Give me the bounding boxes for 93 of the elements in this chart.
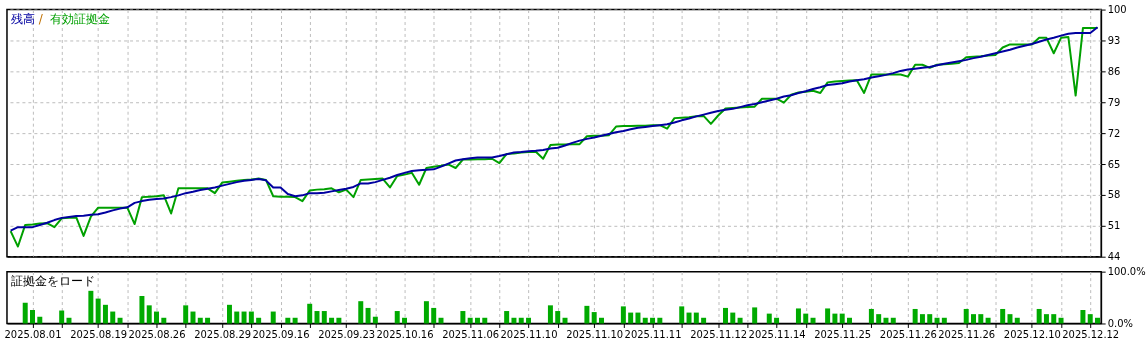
- y-tick-label: 44: [1107, 251, 1121, 263]
- bar: [1036, 308, 1042, 324]
- bar: [868, 308, 874, 324]
- x-tick-label: 2025.11.26: [938, 328, 996, 340]
- bar: [876, 314, 882, 324]
- bar: [190, 311, 196, 324]
- bar: [693, 312, 699, 324]
- x-tick-label: 2025.11.12: [690, 328, 748, 340]
- y-tick-label: 93: [1107, 34, 1121, 46]
- bar: [1000, 308, 1006, 324]
- bar: [1043, 314, 1049, 324]
- x-tick-label: 2025.12.10: [1003, 328, 1061, 340]
- bar: [723, 307, 728, 324]
- x-tick-label: 2025.08.29: [194, 328, 252, 340]
- bar: [226, 304, 232, 324]
- bar: [825, 308, 831, 324]
- x-tick-label: 2025.11.26: [879, 328, 937, 340]
- bar: [504, 311, 510, 324]
- text: 残高: [10, 11, 35, 26]
- y-tick-label: 72: [1107, 127, 1121, 139]
- bar: [234, 311, 240, 324]
- y-tick-label: 0.0%: [1107, 317, 1133, 329]
- bar: [358, 301, 364, 324]
- bar: [555, 311, 561, 324]
- y-tick-label: 58: [1107, 189, 1121, 201]
- bar: [832, 313, 838, 324]
- x-tick-label: 2025.08.19: [70, 328, 128, 340]
- bar: [139, 296, 145, 324]
- bar: [1080, 310, 1086, 324]
- bar: [584, 305, 590, 324]
- bar: [321, 311, 327, 324]
- y-tick-label: 86: [1107, 65, 1121, 77]
- y-tick-label: 79: [1107, 96, 1121, 108]
- bar: [307, 303, 313, 324]
- bar: [752, 307, 758, 324]
- bar: [110, 311, 116, 324]
- bar: [766, 313, 772, 324]
- bar: [88, 290, 94, 324]
- bar: [635, 312, 641, 324]
- bar: [686, 312, 692, 324]
- bar: [919, 314, 925, 324]
- bar: [730, 312, 736, 324]
- bar: [102, 304, 108, 324]
- x-tick-label: 2025.08.26: [128, 328, 186, 340]
- y-tick-label: 51: [1107, 220, 1121, 232]
- bar: [1007, 314, 1013, 324]
- bar: [971, 314, 976, 324]
- x-tick-label: 2025.11.10: [500, 328, 558, 340]
- x-tick-label: 2025.11.10: [566, 328, 624, 340]
- bar: [628, 312, 634, 324]
- bar: [803, 313, 809, 324]
- bar: [59, 310, 65, 324]
- x-tick-label: 2025.11.14: [748, 328, 806, 340]
- x-tick-label: 2025.09.23: [318, 328, 376, 340]
- x-tick-label: 2025.08.01: [4, 328, 62, 340]
- bar: [183, 305, 189, 324]
- bar: [423, 301, 429, 324]
- x-tick-label: 2025.12.12: [1062, 328, 1120, 340]
- bar: [978, 314, 984, 324]
- bar: [679, 306, 685, 324]
- y-tick-label: 100.0%: [1107, 266, 1146, 278]
- bar: [270, 311, 276, 324]
- annotation: /: [38, 11, 44, 26]
- y-tick-label: 100: [1107, 4, 1127, 16]
- bar: [547, 305, 553, 324]
- bar: [620, 306, 626, 324]
- bar: [460, 311, 466, 324]
- bar: [431, 307, 437, 324]
- bar: [1087, 314, 1093, 324]
- bar: [591, 312, 597, 324]
- x-tick-label: 2025.10.16: [376, 328, 434, 340]
- bar: [839, 313, 845, 324]
- bar: [241, 311, 247, 324]
- bar: [1051, 314, 1057, 324]
- bar: [30, 310, 35, 324]
- bar: [146, 305, 152, 324]
- y-tick-label: 65: [1107, 158, 1121, 170]
- x-tick-label: 2025.11.06: [442, 328, 500, 340]
- bar: [912, 308, 918, 324]
- bar: [927, 314, 933, 324]
- bar: [22, 302, 28, 324]
- bar: [248, 311, 254, 324]
- x-tick-label: 2025.09.16: [252, 328, 310, 340]
- x-tick-label: 2025.11.11: [624, 328, 682, 340]
- bar: [963, 308, 969, 324]
- bar: [365, 307, 371, 324]
- text: 有効証拠金: [50, 11, 111, 26]
- bar: [795, 308, 801, 324]
- chart-title: 証拠金をロード: [10, 273, 95, 288]
- bar: [95, 298, 101, 324]
- bar: [394, 311, 400, 324]
- bar: [154, 311, 160, 324]
- x-tick-label: 2025.11.25: [814, 328, 872, 340]
